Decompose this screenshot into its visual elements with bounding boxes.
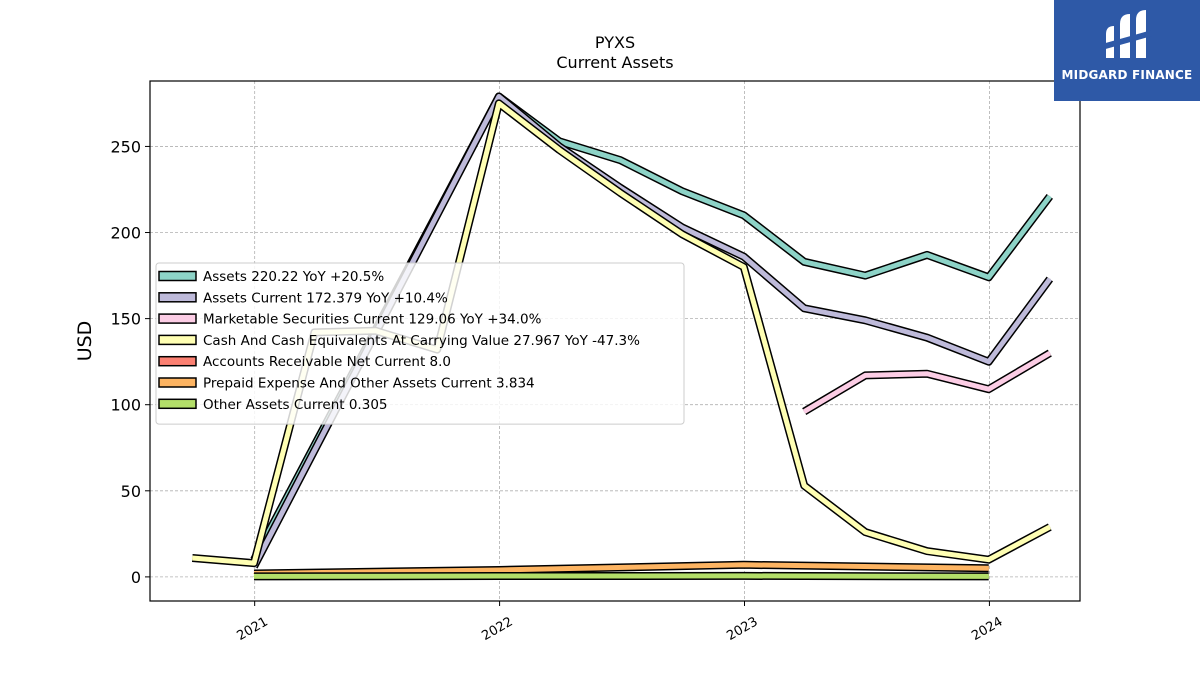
legend-swatch (158, 313, 197, 324)
y-axis-label: USD (74, 321, 96, 362)
data-point (743, 256, 745, 258)
data-point (864, 275, 866, 277)
data-point (498, 95, 500, 98)
data-point (988, 559, 990, 561)
data-point (743, 214, 745, 216)
x-tick-label: 2022 (479, 614, 515, 644)
data-point (743, 575, 745, 577)
legend-label: Assets 220.22 YoY +20.5% (203, 269, 384, 285)
data-point (926, 373, 928, 375)
chart-subtitle: Current Assets (556, 53, 673, 72)
legend-swatch (158, 398, 197, 410)
y-tick-label: 250 (110, 137, 141, 156)
legend-label: Prepaid Expense And Other Assets Current… (203, 376, 535, 392)
series-stroke (253, 562, 989, 576)
data-point (619, 192, 622, 194)
legend-swatch (158, 292, 197, 303)
y-tick-label: 200 (110, 224, 141, 243)
series-outline (802, 349, 1052, 416)
data-point (864, 319, 866, 321)
data-point (803, 485, 805, 487)
x-tick-label: 2021 (235, 614, 271, 644)
data-point (988, 276, 990, 278)
legend-label: Marketable Securities Current 129.06 YoY… (203, 312, 542, 328)
x-tick-label: 2023 (724, 614, 760, 644)
legend-swatch (158, 270, 197, 282)
logo: MIDGARD FINANCE (1054, 0, 1200, 101)
legend-label: Other Assets Current 0.305 (203, 397, 388, 413)
data-point (1049, 195, 1051, 197)
logo-mark-icon (1102, 10, 1152, 58)
data-point (864, 374, 866, 376)
data-point (1049, 526, 1051, 528)
legend-swatch (158, 355, 197, 367)
data-point (926, 550, 928, 552)
plot-frame (149, 80, 1081, 602)
legend-label: Accounts Receivable Net Current 8.0 (203, 354, 451, 370)
data-point (1049, 278, 1051, 280)
legend-label: Cash And Cash Equivalents At Carrying Va… (203, 333, 640, 349)
chart-title: PYXS (595, 33, 635, 52)
data-point (803, 411, 805, 413)
data-point (803, 307, 805, 309)
series-line (802, 349, 1052, 416)
data-point (498, 569, 500, 571)
data-point (926, 337, 928, 339)
data-point (619, 159, 622, 161)
data-point (988, 567, 990, 569)
y-tick-label: 0 (131, 568, 141, 587)
y-tick-label: 150 (110, 310, 141, 329)
series-stroke (802, 350, 1052, 414)
series-stroke (253, 573, 989, 579)
data-point (988, 575, 990, 578)
y-tick-label: 50 (121, 482, 141, 501)
data-point (864, 531, 866, 533)
data-point (681, 190, 683, 192)
data-point (681, 233, 683, 235)
data-point (1049, 352, 1051, 354)
data-point (743, 266, 745, 268)
data-point (926, 254, 928, 256)
series-line (253, 560, 990, 578)
data-point (498, 575, 500, 577)
data-point (988, 361, 990, 363)
data-point (558, 149, 560, 151)
data-point (253, 575, 255, 578)
data-point (253, 562, 255, 564)
legend-box (155, 262, 685, 425)
y-tick-label: 100 (110, 396, 141, 415)
data-point (498, 102, 500, 104)
legend-swatch (158, 334, 197, 346)
x-tick-label: 2024 (969, 614, 1005, 644)
data-point (191, 557, 193, 559)
data-point (681, 226, 683, 228)
legend-label: Assets Current 172.379 YoY +10.4% (203, 290, 448, 306)
legend: Assets 220.22 YoY +20.5% Assets Current 1… (155, 262, 685, 425)
logo-name: MIDGARD FINANCE (1061, 68, 1193, 82)
data-point (743, 564, 745, 566)
data-point (988, 388, 990, 390)
data-point (803, 261, 805, 263)
legend-swatch (158, 377, 197, 388)
series-line (253, 571, 990, 581)
